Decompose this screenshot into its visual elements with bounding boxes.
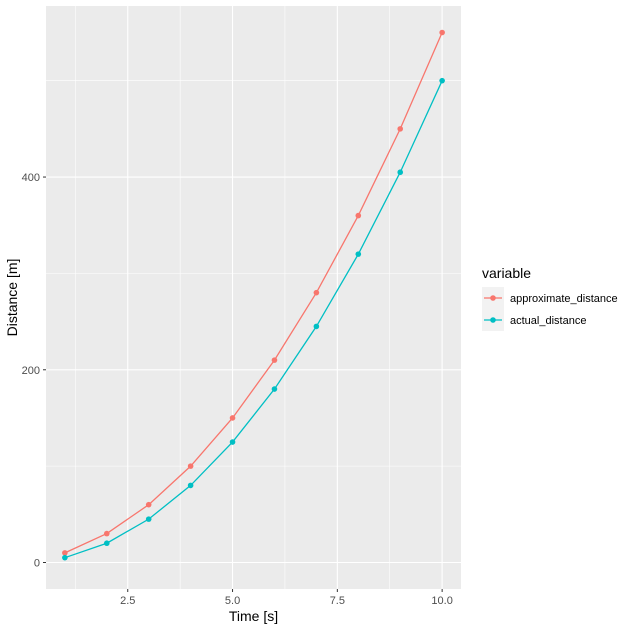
x-axis: 2.5 5.0 7.5 10.0	[120, 589, 453, 607]
data-point	[229, 439, 236, 445]
x-tick-label: 5.0	[225, 595, 240, 607]
data-point	[439, 29, 445, 36]
data-point	[103, 540, 110, 547]
legend-key-point	[490, 295, 496, 301]
y-axis-title: Distance [m]	[4, 259, 20, 337]
legend: variable approximate_distance actual_dist…	[482, 265, 618, 331]
y-axis: 0 200 400	[22, 172, 46, 570]
data-point	[187, 463, 194, 469]
legend-label: actual_distance	[510, 315, 586, 327]
legend-items: approximate_distance actual_distance	[482, 287, 618, 331]
series-approximate_distance	[62, 29, 445, 556]
data-point	[103, 530, 110, 537]
plot-panel	[46, 6, 461, 589]
data-point	[397, 126, 404, 132]
x-tick-label: 2.5	[120, 595, 135, 607]
x-tick-label: 10.0	[431, 595, 452, 607]
series-line	[64, 32, 443, 554]
series-layer	[62, 29, 445, 561]
y-tick-label: 400	[22, 172, 40, 184]
y-tick-label: 0	[34, 558, 40, 570]
data-point	[355, 251, 362, 257]
legend-title: variable	[482, 265, 531, 281]
series-line	[64, 80, 443, 559]
data-point	[229, 415, 236, 421]
y-tick-label: 200	[22, 365, 40, 377]
data-point	[313, 323, 320, 330]
series-actual_distance	[62, 77, 445, 561]
x-tick-label: 7.5	[330, 595, 345, 607]
data-point	[145, 516, 152, 522]
data-point	[271, 386, 278, 392]
data-point	[397, 169, 404, 176]
data-point	[187, 482, 194, 489]
data-point	[439, 77, 445, 84]
legend-label: approximate_distance	[510, 293, 618, 305]
data-point	[62, 554, 68, 561]
grid-minor	[46, 6, 461, 589]
legend-item: actual_distance	[482, 309, 586, 331]
data-point	[145, 501, 152, 508]
data-point	[313, 289, 320, 296]
data-point	[271, 357, 278, 363]
legend-key-point	[490, 317, 496, 323]
grid-major	[46, 6, 461, 589]
legend-item: approximate_distance	[482, 287, 618, 309]
data-point	[355, 212, 362, 219]
data-point	[62, 550, 68, 556]
x-axis-title: Time [s]	[229, 608, 278, 624]
